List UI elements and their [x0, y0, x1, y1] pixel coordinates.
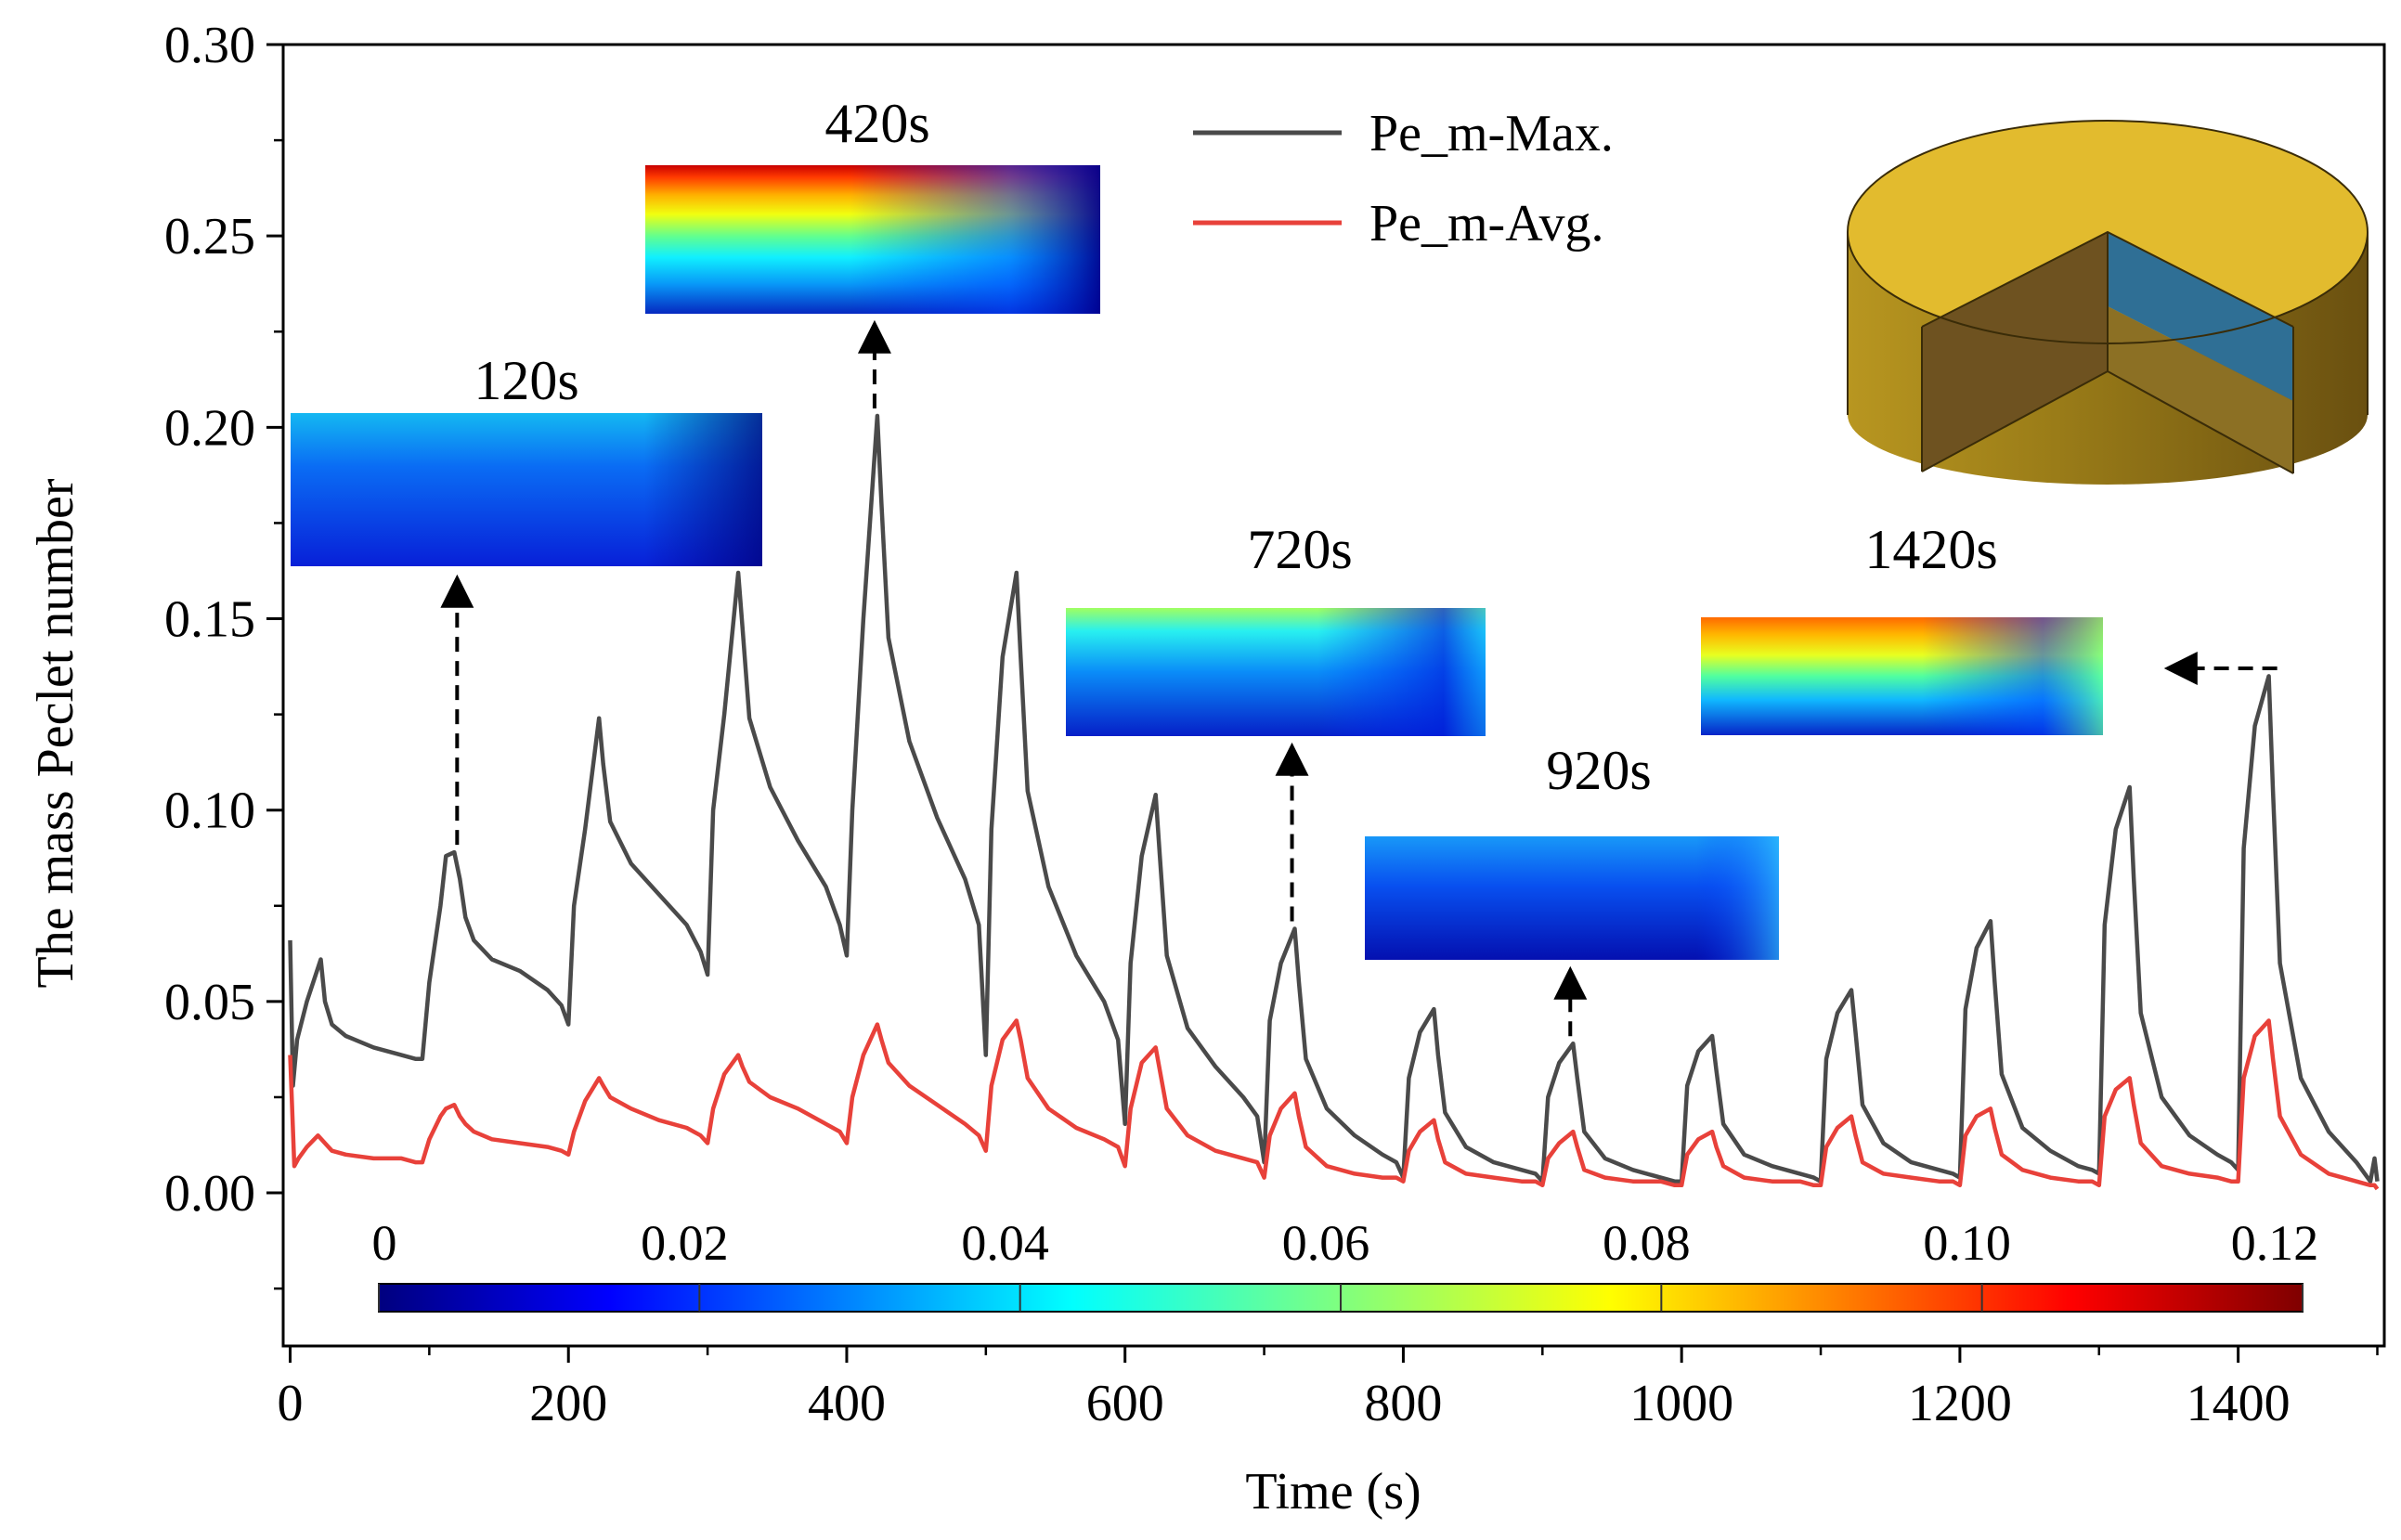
x-tick-label: 1000	[1629, 1375, 1733, 1432]
colorbar-tick-label: 0.08	[1603, 1215, 1691, 1271]
y-tick-label: 0.25	[164, 208, 255, 265]
series-line-avg	[288, 1018, 2380, 1191]
inset-map-1420s	[1701, 617, 2103, 735]
legend-label-max: Pe_m-Max.	[1369, 105, 1614, 162]
x-tick-label: 0	[277, 1375, 303, 1432]
y-axis-label: The mass Peclet number	[27, 478, 84, 988]
legend-label-avg: Pe_m-Avg.	[1369, 195, 1604, 252]
colorbar-tick-label: 0	[372, 1215, 397, 1271]
y-tick-label: 0.00	[164, 1165, 255, 1223]
colorbar-tick-label: 0.04	[961, 1215, 1049, 1271]
colorbar-tick-label: 0.06	[1282, 1215, 1370, 1271]
inset-map-720s	[1066, 608, 1486, 736]
y-tick-label: 0.15	[164, 591, 255, 649]
annotation-label: 120s	[474, 350, 578, 411]
x-tick-label: 600	[1086, 1375, 1164, 1432]
inset-map-420s	[645, 165, 1100, 314]
inset-map-920s	[1365, 836, 1779, 960]
y-tick-label: 0.30	[164, 17, 255, 74]
series-line-max	[288, 413, 2380, 1184]
colorbar-tick-label: 0.12	[2231, 1215, 2319, 1271]
y-tick-label: 0.20	[164, 399, 255, 457]
colorbar-tick-label: 0.02	[641, 1215, 729, 1271]
legend: Pe_m-Max. Pe_m-Avg.	[1193, 105, 1614, 252]
y-tick-label: 0.05	[164, 974, 255, 1031]
colorbar-tick-label: 0.10	[1923, 1215, 2011, 1271]
colorbar: 0 0.02 0.04 0.06 0.08 0.10 0.12	[372, 1215, 2319, 1313]
annotation-label: 420s	[824, 93, 929, 154]
x-axis-label: Time (s)	[1245, 1463, 1421, 1521]
inset-map-120s	[291, 413, 762, 566]
annotation-label: 720s	[1247, 519, 1352, 580]
annotation-label: 920s	[1546, 740, 1651, 801]
x-tick-label: 1400	[2187, 1375, 2291, 1432]
x-tick-label: 400	[808, 1375, 886, 1432]
plot-frame	[281, 43, 2386, 1348]
x-tick-label: 200	[529, 1375, 607, 1432]
annotation-label: 1420s	[1864, 519, 1997, 580]
x-tick-label: 800	[1364, 1375, 1442, 1432]
cylinder-illustration	[1847, 120, 2369, 485]
x-tick-label: 1200	[1908, 1375, 2012, 1432]
y-tick-label: 0.10	[164, 783, 255, 840]
